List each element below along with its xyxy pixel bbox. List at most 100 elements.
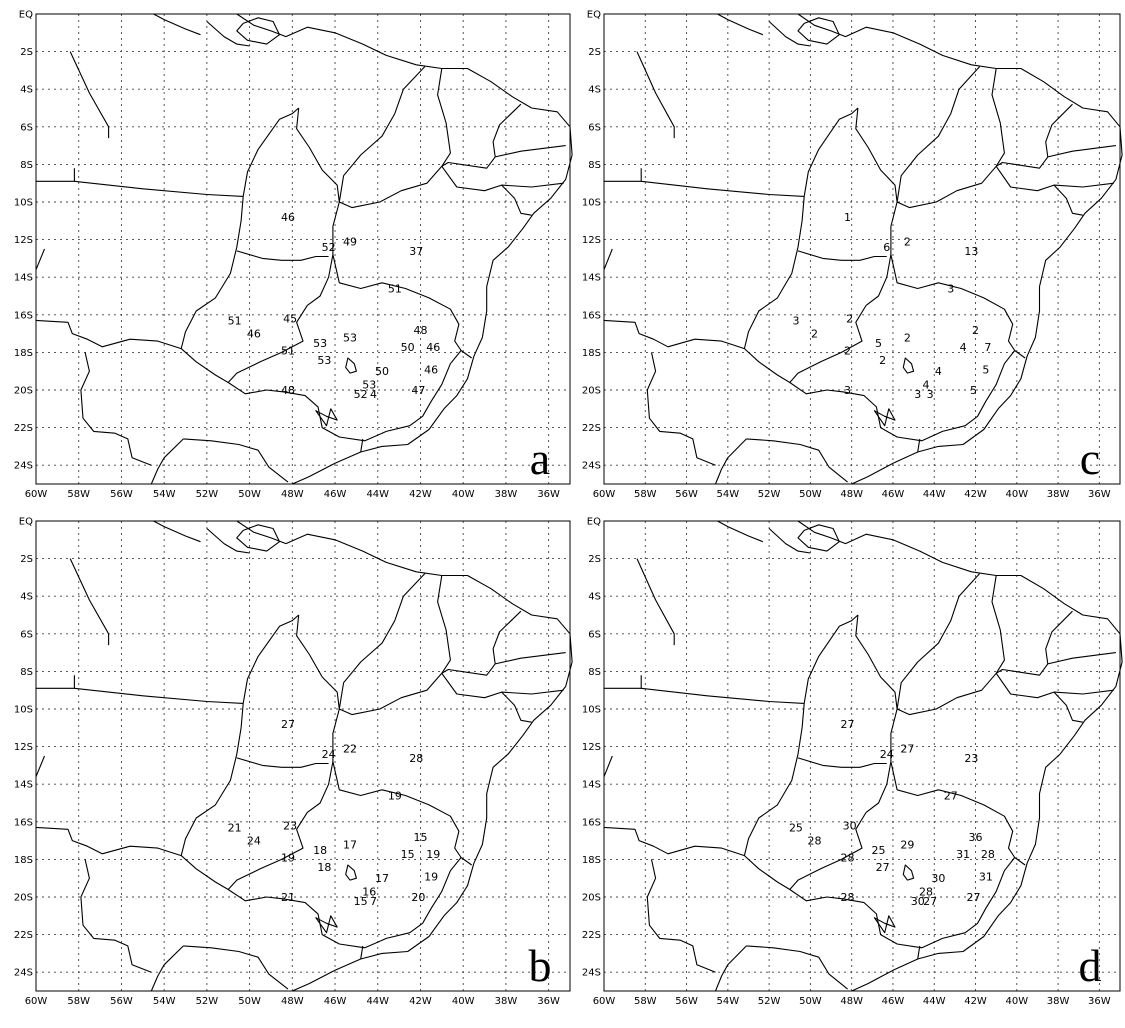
border-line xyxy=(1045,610,1073,664)
border-line xyxy=(338,573,426,710)
station-value-label: 45 xyxy=(283,313,297,326)
station-value-label: 53 xyxy=(362,378,376,391)
border-line xyxy=(332,708,340,762)
station-value-label: 4 xyxy=(960,341,967,354)
border-line xyxy=(69,558,110,646)
longitude-tick-label: 60W xyxy=(25,489,48,500)
latitude-tick-label: 10S xyxy=(582,198,601,209)
station-value-label: 47 xyxy=(411,384,425,397)
border-line xyxy=(1047,652,1116,665)
border-line xyxy=(743,196,805,383)
latitude-tick-label: 10S xyxy=(14,198,33,209)
border-line xyxy=(242,614,300,704)
latitude-tick-label: 20S xyxy=(582,386,601,397)
border-line xyxy=(896,66,981,203)
border-line xyxy=(768,528,811,554)
station-value-label: 5 xyxy=(970,384,977,397)
border-line xyxy=(646,859,716,973)
longitude-tick-label: 54W xyxy=(153,489,176,500)
border-line xyxy=(865,254,892,306)
station-value-label: 27 xyxy=(841,718,855,731)
longitude-tick-label: 44W xyxy=(923,489,946,500)
border-line xyxy=(441,156,496,169)
station-value-label: 24 xyxy=(880,748,894,761)
border-line xyxy=(646,352,716,466)
latitude-tick-label: 18S xyxy=(582,348,601,359)
border-line xyxy=(797,13,1123,485)
panel-letter-label: c xyxy=(1080,433,1100,484)
station-value-label: 2 xyxy=(972,324,979,337)
longitude-tick-label: 44W xyxy=(923,996,946,1007)
longitude-tick-label: 60W xyxy=(25,996,48,1007)
border-line xyxy=(603,248,613,270)
station-value-label: 30 xyxy=(843,820,857,833)
station-value-label: 13 xyxy=(964,245,978,258)
station-value-label: 46 xyxy=(424,363,438,376)
longitude-tick-label: 40W xyxy=(452,996,475,1007)
longitude-tick-label: 50W xyxy=(238,489,261,500)
station-value-label: 24 xyxy=(247,835,261,848)
latitude-tick-label: 4S xyxy=(20,85,33,96)
border-line xyxy=(183,438,289,483)
border-line xyxy=(797,17,840,45)
border-line xyxy=(865,761,892,813)
latitude-tick-label: 12S xyxy=(582,235,601,246)
border-line xyxy=(717,520,764,543)
border-line xyxy=(153,13,201,36)
longitude-tick-label: 40W xyxy=(452,489,475,500)
latitude-tick-label: 22S xyxy=(14,930,33,941)
station-value-label: 25 xyxy=(872,844,886,857)
station-value-label: 21 xyxy=(281,891,295,904)
station-values: 27 24 22 28 19 21 23 24 18 17 15 19 18 15 19 17 19 16 21 15… xyxy=(228,718,441,908)
station-value-label: 53 xyxy=(343,331,357,344)
border-line xyxy=(296,107,340,203)
station-value-label: 49 xyxy=(343,235,357,248)
border-line xyxy=(80,859,152,973)
latitude-tick-label: 20S xyxy=(14,386,33,397)
border-line xyxy=(768,21,811,47)
political-borders xyxy=(35,520,573,992)
border-line xyxy=(746,945,848,990)
station-value-label: 30 xyxy=(931,872,945,885)
station-value-label: 3 xyxy=(914,388,921,401)
longitude-tick-label: 46W xyxy=(324,996,347,1007)
border-line xyxy=(360,945,364,960)
border-line xyxy=(236,17,281,45)
station-value-label: 1 xyxy=(844,211,851,224)
station-value-label: 48 xyxy=(413,324,427,337)
border-line xyxy=(789,305,1016,442)
longitude-tick-label: 44W xyxy=(366,489,389,500)
border-line xyxy=(991,575,1005,674)
latitude-tick-label: 20S xyxy=(14,893,33,904)
station-value-label: 28 xyxy=(841,891,855,904)
graticule xyxy=(36,521,570,991)
border-line xyxy=(896,573,981,710)
station-value-label: 15 xyxy=(401,848,415,861)
station-value-label: 4 xyxy=(370,388,377,401)
reservoir-outline xyxy=(345,864,357,881)
station-value-label: 28 xyxy=(981,848,995,861)
longitude-tick-label: 50W xyxy=(799,489,822,500)
latitude-tick-label: 2S xyxy=(20,554,33,565)
latitude-tick-label: 6S xyxy=(588,629,601,640)
station-value-label: 28 xyxy=(841,852,855,865)
border-line xyxy=(35,319,182,350)
station-value-label: 36 xyxy=(969,831,983,844)
station-value-label: 16 xyxy=(362,885,376,898)
border-line xyxy=(306,761,334,813)
reservoir-outline xyxy=(902,864,915,881)
border-line xyxy=(603,826,745,857)
station-value-label: 52 xyxy=(354,388,368,401)
border-line xyxy=(242,107,300,197)
longitude-tick-label: 44W xyxy=(366,996,389,1007)
border-line xyxy=(296,614,340,710)
border-line xyxy=(332,201,340,255)
border-line xyxy=(306,254,334,306)
latitude-tick-label: 2S xyxy=(588,554,601,565)
longitude-tick-label: 54W xyxy=(717,996,740,1007)
longitude-tick-label: 38W xyxy=(495,996,518,1007)
border-line xyxy=(36,675,75,689)
